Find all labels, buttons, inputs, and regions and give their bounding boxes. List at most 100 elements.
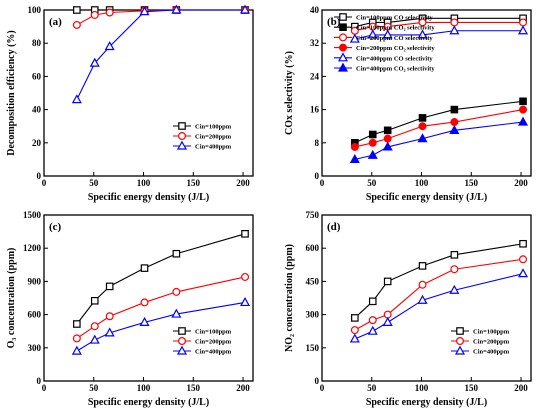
y-axis-title: Decomposition efficiency (%) bbox=[6, 30, 17, 156]
data-point bbox=[140, 264, 149, 272]
x-tick-label: 150 bbox=[465, 178, 479, 188]
series-line bbox=[76, 9, 246, 100]
y-tick-label: 750 bbox=[306, 210, 320, 220]
data-point bbox=[349, 333, 360, 343]
legend: Cin=100ppm Cin=200ppm Cin=400ppm bbox=[173, 327, 232, 356]
legend-marker bbox=[339, 13, 347, 21]
legend-label: Cin=200ppm CO₂ selectivity bbox=[356, 45, 435, 52]
legend-label: Cin=400ppm bbox=[473, 349, 510, 356]
data-point bbox=[172, 249, 181, 258]
y-tick-label: 600 bbox=[28, 310, 42, 320]
x-tick-label: 200 bbox=[236, 178, 250, 188]
x-tick-label: 0 bbox=[42, 178, 47, 188]
data-point bbox=[367, 325, 378, 335]
data-point bbox=[417, 133, 428, 143]
x-tick-label: 200 bbox=[514, 178, 528, 188]
legend-label: Cin=200ppm bbox=[473, 339, 510, 346]
panel-a: 0 50 100 150 200 0 20 40 60 80 100 Specific energy … bbox=[6, 4, 254, 203]
data-point bbox=[240, 296, 251, 307]
data-point bbox=[241, 230, 249, 238]
legend-marker bbox=[176, 140, 188, 150]
series-line bbox=[354, 243, 524, 319]
legend-marker bbox=[176, 345, 188, 355]
legend-label: Cin=200ppm bbox=[195, 134, 232, 141]
y-tick-label: 300 bbox=[306, 310, 320, 320]
legend-marker bbox=[456, 337, 465, 346]
data-point bbox=[104, 327, 115, 337]
data-point bbox=[519, 255, 528, 264]
data-point bbox=[72, 20, 81, 29]
y-tick-label: 32 bbox=[310, 38, 320, 48]
data-point bbox=[171, 308, 182, 318]
legend-marker bbox=[454, 345, 466, 355]
panel-b: 0 50 100 150 200 0 8 16 24 32 40 Specific energy de… bbox=[284, 5, 532, 203]
x-axis-title: Specific energy density (J/L) bbox=[366, 397, 487, 408]
x-tick-label: 0 bbox=[320, 383, 325, 393]
plot-frame bbox=[321, 214, 532, 382]
data-point bbox=[140, 298, 149, 307]
x-tick-label: 50 bbox=[89, 178, 99, 188]
data-point bbox=[383, 277, 392, 286]
data-point bbox=[519, 105, 528, 114]
plot-frame bbox=[321, 9, 532, 177]
legend-label: Cin=200ppm CO selectivity bbox=[356, 35, 433, 42]
data-point bbox=[241, 272, 250, 281]
data-point bbox=[418, 18, 427, 27]
data-point bbox=[350, 326, 359, 335]
data-point bbox=[518, 116, 529, 126]
data-point bbox=[449, 25, 460, 35]
y-tick-label: 60 bbox=[32, 71, 42, 81]
x-tick-label: 100 bbox=[415, 178, 429, 188]
data-point bbox=[71, 345, 82, 355]
data-point bbox=[349, 33, 360, 43]
data-point bbox=[90, 10, 99, 19]
data-point bbox=[105, 8, 114, 17]
legend-label: Cin=400ppm CO₂ selectivity bbox=[356, 66, 435, 73]
legend-marker bbox=[339, 33, 348, 42]
y-tick-label: 150 bbox=[306, 343, 320, 353]
data-point bbox=[171, 4, 182, 14]
legend-label: Cin=400ppm bbox=[195, 349, 232, 356]
data-point bbox=[349, 153, 360, 163]
data-point bbox=[417, 294, 428, 304]
y-tick-label: 16 bbox=[310, 105, 320, 115]
legend-label: Cin=200ppm bbox=[195, 339, 232, 346]
y-tick-label: 0 bbox=[37, 171, 42, 181]
legend-marker bbox=[339, 23, 347, 32]
data-point bbox=[450, 118, 459, 127]
x-tick-label: 200 bbox=[236, 383, 250, 393]
data-point bbox=[73, 320, 81, 328]
y-tick-label: 0 bbox=[315, 376, 320, 386]
legend: Cin=100ppm CO selectivity Cin=100ppm CO₂ … bbox=[334, 13, 435, 73]
y-tick-label: 40 bbox=[310, 5, 320, 15]
legend-label: Cin=100ppm bbox=[473, 329, 510, 336]
data-point bbox=[105, 312, 114, 321]
data-point bbox=[449, 124, 460, 134]
panel-c: 0 50 100 150 200 0 300 600 900 1200 1500 Specific e… bbox=[6, 210, 254, 408]
panel-label: (c) bbox=[49, 221, 62, 233]
data-point bbox=[368, 138, 377, 147]
panel-label: (b) bbox=[327, 16, 341, 28]
legend-label: Cin=100ppm CO selectivity bbox=[356, 15, 433, 22]
panel-label: (a) bbox=[49, 16, 62, 28]
data-point bbox=[367, 29, 378, 39]
data-point bbox=[518, 268, 529, 278]
y-tick-label: 40 bbox=[32, 105, 42, 115]
x-tick-label: 100 bbox=[137, 383, 151, 393]
data-point bbox=[418, 280, 427, 289]
series-line bbox=[354, 109, 524, 148]
y-tick-label: 80 bbox=[32, 38, 42, 48]
data-point bbox=[73, 6, 81, 14]
data-point bbox=[240, 4, 251, 14]
x-tick-label: 150 bbox=[465, 383, 479, 393]
legend-marker bbox=[178, 327, 186, 335]
y-tick-label: 1500 bbox=[23, 210, 42, 220]
y-tick-label: 20 bbox=[32, 138, 42, 148]
data-point bbox=[518, 25, 529, 35]
x-tick-label: 100 bbox=[415, 383, 429, 393]
legend-label: Cin=100ppm CO₂ selectivity bbox=[356, 25, 435, 32]
series-line bbox=[354, 100, 524, 144]
x-tick-label: 50 bbox=[367, 178, 377, 188]
y-axis-title: NO₂ concentration (ppm) bbox=[284, 244, 295, 352]
x-axis-title: Specific energy density (J/L) bbox=[366, 192, 487, 203]
